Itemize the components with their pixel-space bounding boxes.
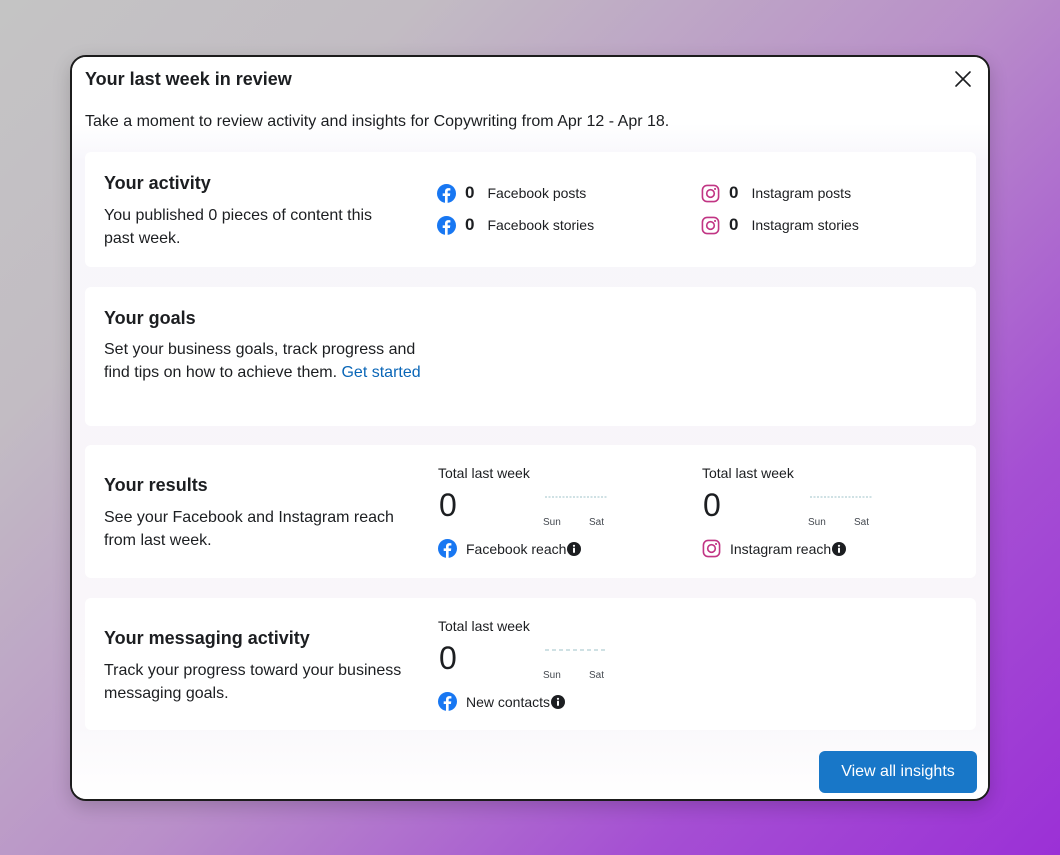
goals-description-text: Set your business goals, track progress … <box>104 341 416 381</box>
close-icon[interactable] <box>952 68 974 90</box>
facebook-reach-text: Facebook reach <box>466 540 567 557</box>
facebook-reach-value: 0 <box>439 487 457 523</box>
activity-title: Your activity <box>104 173 211 193</box>
dialog-subtitle: Take a moment to review activity and ins… <box>85 113 670 130</box>
goals-card: Your goals Set your business goals, trac… <box>85 287 976 426</box>
new-contacts-text: New contacts <box>466 693 551 710</box>
facebook-stories-stat: 0 Facebook stories <box>437 215 594 235</box>
instagram-axis-start: Sun <box>808 517 826 528</box>
instagram-reach-sparkline <box>810 496 872 498</box>
instagram-stories-label: Instagram stories <box>751 217 859 233</box>
instagram-posts-stat: 0 Instagram posts <box>701 183 851 203</box>
activity-description: You published 0 pieces of content this p… <box>104 207 373 247</box>
instagram-axis-end: Sat <box>854 517 870 528</box>
activity-card: Your activity You published 0 pieces of … <box>85 152 976 267</box>
instagram-icon <box>702 539 721 558</box>
new-contacts-value: 0 <box>439 640 457 676</box>
facebook-axis-start: Sun <box>543 517 561 528</box>
instagram-stories-stat: 0 Instagram stories <box>701 215 859 235</box>
facebook-icon <box>438 539 457 558</box>
goals-title: Your goals <box>104 308 196 328</box>
facebook-axis-end: Sat <box>589 517 605 528</box>
info-icon[interactable] <box>832 541 847 556</box>
instagram-reach-label: Instagram reach <box>702 539 847 558</box>
facebook-posts-label: Facebook posts <box>487 185 587 201</box>
results-title: Your results <box>104 475 208 495</box>
info-icon[interactable] <box>567 541 582 556</box>
facebook-stories-label: Facebook stories <box>487 217 595 233</box>
weekly-review-dialog: Your last week in review Take a moment t… <box>70 55 990 801</box>
facebook-posts-stat: 0 Facebook posts <box>437 183 586 203</box>
new-contacts-label: New contacts <box>438 692 566 711</box>
instagram-posts-count: 0 <box>729 183 739 202</box>
facebook-icon <box>438 692 457 711</box>
get-started-link[interactable]: Get started <box>341 364 421 381</box>
facebook-reach-sparkline <box>545 496 607 498</box>
messaging-total-label: Total last week <box>438 618 530 634</box>
goals-description: Set your business goals, track progress … <box>104 338 422 384</box>
info-icon[interactable] <box>551 694 566 709</box>
results-description: See your Facebook and Instagram reach fr… <box>104 509 394 549</box>
facebook-reach-label: Facebook reach <box>438 539 582 558</box>
facebook-icon <box>437 183 456 203</box>
instagram-posts-label: Instagram posts <box>751 185 852 201</box>
instagram-total-label: Total last week <box>702 465 794 481</box>
dialog-title: Your last week in review <box>85 69 292 89</box>
instagram-reach-text: Instagram reach <box>730 540 832 557</box>
instagram-icon <box>701 216 720 234</box>
results-card: Your results See your Facebook and Insta… <box>85 445 976 578</box>
messaging-axis-start: Sun <box>543 670 561 681</box>
instagram-stories-count: 0 <box>729 215 739 234</box>
instagram-reach-value: 0 <box>703 487 721 523</box>
messaging-axis-end: Sat <box>589 670 605 681</box>
messaging-title: Your messaging activity <box>104 628 310 648</box>
messaging-description: Track your progress toward your business… <box>104 662 402 702</box>
new-contacts-sparkline <box>545 649 607 651</box>
instagram-icon <box>701 184 720 202</box>
view-all-insights-button[interactable]: View all insights <box>819 751 977 793</box>
messaging-card: Your messaging activity Track your progr… <box>85 598 976 730</box>
facebook-total-label: Total last week <box>438 465 530 481</box>
facebook-stories-count: 0 <box>465 215 475 234</box>
facebook-icon <box>437 215 456 235</box>
dialog-body: Your last week in review Take a moment t… <box>72 57 988 799</box>
facebook-posts-count: 0 <box>465 183 475 202</box>
